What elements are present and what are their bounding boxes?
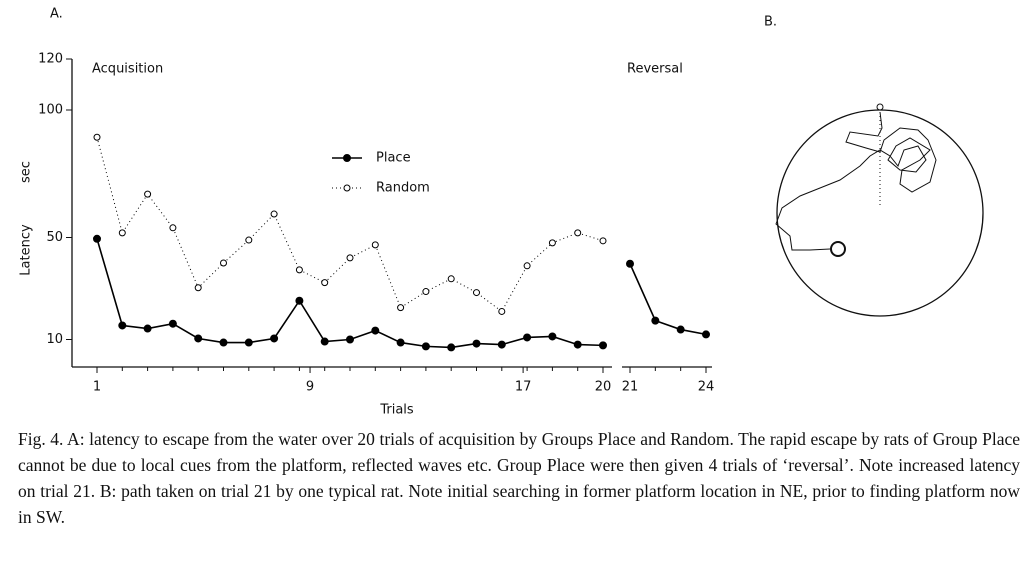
data-point [548, 239, 556, 247]
data-point [574, 229, 582, 237]
data-point [447, 343, 456, 352]
data-point [93, 133, 101, 141]
data-point [118, 229, 126, 237]
data-point [321, 279, 329, 287]
data-point [548, 332, 557, 341]
x-tick-label: 9 [306, 380, 314, 395]
y-axis-label: Latency [19, 224, 34, 276]
data-point [523, 262, 531, 270]
data-point [573, 340, 582, 349]
x-tick-label: 20 [595, 380, 612, 395]
legend-marker [343, 184, 351, 192]
legend-label: Place [376, 151, 411, 166]
x-tick-label: 21 [622, 380, 639, 395]
legend-marker [343, 154, 351, 162]
data-point [702, 330, 710, 339]
data-point [346, 335, 354, 344]
panel-label: A. [50, 7, 63, 22]
data-point [396, 338, 405, 347]
data-point [118, 321, 127, 330]
y-axis-label: sec [19, 161, 34, 183]
data-point [498, 307, 506, 315]
data-point [245, 236, 253, 244]
data-point [473, 289, 480, 297]
data-point [651, 316, 660, 325]
data-point [371, 326, 380, 335]
panel-title: Acquisition [92, 62, 163, 77]
data-point [194, 334, 203, 343]
data-point [599, 341, 607, 350]
data-point [346, 254, 354, 262]
data-point [422, 288, 430, 296]
data-point [219, 338, 228, 347]
legend-label: Random [376, 181, 430, 196]
data-point [676, 325, 685, 334]
x-axis-label: Trials [379, 403, 414, 418]
data-point [169, 224, 177, 232]
data-point [599, 237, 607, 245]
y-tick-label: 120 [38, 52, 63, 67]
data-point [295, 266, 303, 274]
y-tick-label: 50 [46, 230, 63, 245]
data-point [143, 324, 152, 333]
figure: A. B. Acquisition 1 9 17 20 10 50 100 120 Trials L… [19, 7, 984, 418]
data-point [168, 319, 177, 328]
data-point [447, 275, 455, 283]
data-point [626, 259, 634, 268]
x-tick-label: 17 [515, 380, 532, 395]
panel-label: B. [764, 15, 777, 30]
series-line [96, 137, 604, 313]
maze-diagram [775, 103, 984, 317]
data-point [320, 337, 329, 346]
data-point [371, 241, 379, 249]
data-point [397, 304, 405, 312]
series-line [629, 263, 707, 336]
y-tick-label: 100 [38, 103, 63, 118]
panel-title: Reversal [627, 62, 683, 77]
data-point [220, 259, 227, 267]
data-point [295, 296, 304, 305]
data-point [93, 234, 101, 243]
data-point [144, 190, 152, 198]
data-point [472, 339, 481, 348]
caption: Fig. 4. A: latency to escape from the wa… [18, 429, 1020, 527]
x-tick-label: 1 [93, 380, 101, 395]
data-point [523, 333, 532, 342]
data-point [497, 340, 506, 349]
x-tick-label: 24 [698, 380, 715, 395]
data-point [244, 338, 253, 347]
data-point [421, 342, 430, 351]
data-point [270, 210, 278, 218]
data-point [270, 334, 279, 343]
y-tick-label: 10 [46, 332, 63, 347]
data-point [194, 284, 202, 292]
